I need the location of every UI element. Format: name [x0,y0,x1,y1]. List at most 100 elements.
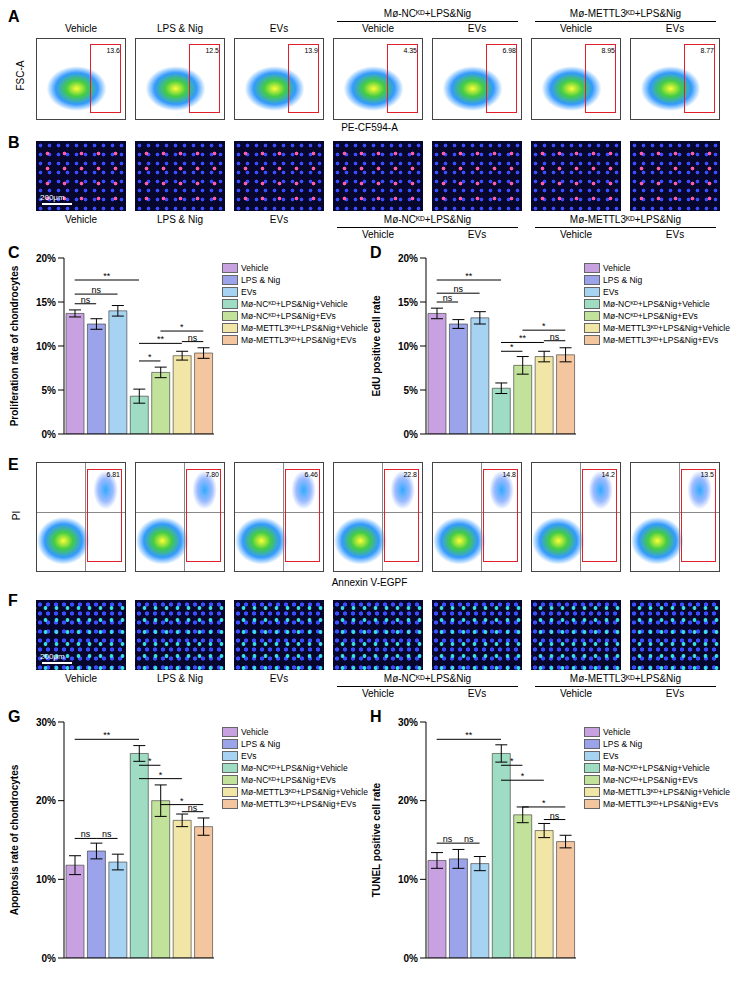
html-text:Annexin V-EGPF: Annexin V-EGPF [331,577,408,588]
svg-text:ns: ns [443,293,453,303]
html-text:Mø-METTL3ᴷᴰ+LPS&Nig+EVs: Mø-METTL3ᴷᴰ+LPS&Nig+EVs [241,335,357,345]
html-text:Vehicle: Vehicle [361,688,395,699]
html-text:EVs: EVs [665,23,685,34]
html-text:Mø-NCᴷᴰ+LPS&Nig+Vehicle: Mø-NCᴷᴰ+LPS&Nig+Vehicle [603,299,710,309]
svg-text:*: * [180,322,184,332]
html-text:Vehicle: Vehicle [64,673,98,684]
svg-text:0%: 0% [42,953,57,964]
svg-text:0%: 0% [404,429,419,440]
svg-text:ns: ns [188,803,198,813]
html-text:LPS & Nig: LPS & Nig [603,275,643,285]
html-text:Vehicle: Vehicle [361,23,395,34]
svg-text:15%: 15% [36,297,56,308]
html-text:EVs: EVs [269,673,289,684]
svg-text:*: * [521,771,525,781]
svg-text:10%: 10% [36,341,56,352]
svg-text:**: ** [465,730,473,740]
svg-text:ns: ns [81,295,91,305]
svg-text:0%: 0% [42,429,57,440]
html-text:Vehicle: Vehicle [64,214,98,225]
html-text:Vehicle: Vehicle [64,23,98,34]
svg-text:20%: 20% [398,795,418,806]
html-text:A: A [8,8,20,25]
svg-text:10%: 10% [398,874,418,885]
html-text:LPS & Nig: LPS & Nig [156,673,204,684]
html-text:Mø-NCᴷᴰ+LPS&Nig: Mø-NCᴷᴰ+LPS&Nig [383,673,472,684]
svg-text:**: ** [103,730,111,740]
html-text:FSC-A: FSC-A [14,60,26,91]
html-text:Vehicle: Vehicle [559,229,593,240]
html-text:LPS & Nig: LPS & Nig [156,23,204,34]
html-text:Vehicle: Vehicle [603,263,631,273]
svg-text:*: * [180,796,184,806]
html-text:PI: PI [11,510,23,521]
svg-text:*: * [542,321,546,331]
svg-text:ns: ns [188,333,198,343]
html-text:D: D [370,244,382,261]
html-text:LPS & Nig: LPS & Nig [241,275,281,285]
html-text:Mø-METTL3ᴷᴰ+LPS&Nig: Mø-METTL3ᴷᴰ+LPS&Nig [569,673,682,684]
svg-text:**: ** [465,271,473,281]
svg-text:30%: 30% [398,717,418,728]
html-text:EVs: EVs [467,229,487,240]
svg-text:ns: ns [91,285,101,295]
svg-text:30%: 30% [36,717,56,728]
svg-text:ns: ns [102,829,112,839]
html-text:H: H [370,708,382,725]
svg-text:20%: 20% [398,253,418,264]
html-text:EVs: EVs [241,287,257,297]
html-text:EVs: EVs [665,688,685,699]
html-text:Vehicle: Vehicle [559,688,593,699]
svg-text:**: ** [103,271,111,281]
svg-text:10%: 10% [398,341,418,352]
html-text:Mø-METTL3ᴷᴰ+LPS&Nig: Mø-METTL3ᴷᴰ+LPS&Nig [569,8,682,19]
svg-text:*: * [510,342,514,352]
html-text:EVs: EVs [467,23,487,34]
svg-text:5%: 5% [42,385,57,396]
svg-text:EdU positive cell rate: EdU positive cell rate [371,295,382,397]
svg-text:*: * [148,756,152,766]
svg-text:15%: 15% [398,297,418,308]
html-text:G: G [8,708,21,725]
html-text:LPS & Nig: LPS & Nig [156,214,204,225]
html-text:Mø-NCᴷᴰ+LPS&Nig: Mø-NCᴷᴰ+LPS&Nig [383,214,472,225]
svg-text:ns: ns [550,811,560,821]
html-text:Mø-NCᴷᴰ+LPS&Nig: Mø-NCᴷᴰ+LPS&Nig [383,8,472,19]
svg-text:**: ** [519,333,527,343]
html-text:Mø-NCᴷᴰ+LPS&Nig+EVs: Mø-NCᴷᴰ+LPS&Nig+EVs [603,311,698,321]
svg-text:TUNEL positive cell rate: TUNEL positive cell rate [371,782,382,897]
html-text:Mø-METTL3ᴷᴰ+LPS&Nig: Mø-METTL3ᴷᴰ+LPS&Nig [569,214,682,225]
html-text:EVs: EVs [665,229,685,240]
html-text:Vehicle: Vehicle [241,263,269,273]
svg-text:10%: 10% [36,874,56,885]
svg-text:20%: 20% [36,253,56,264]
svg-text:ns: ns [443,834,453,844]
html-text:E: E [8,456,19,473]
svg-text:ns: ns [453,284,463,294]
html-text:Vehicle: Vehicle [559,23,593,34]
html-text:Vehicle: Vehicle [361,229,395,240]
svg-text:5%: 5% [404,385,419,396]
svg-text:ns: ns [81,829,91,839]
html-text:EVs: EVs [269,23,289,34]
svg-text:*: * [542,798,546,808]
html-text:EVs: EVs [603,287,619,297]
svg-text:20%: 20% [36,795,56,806]
svg-text:Proliferation rate of chondroc: Proliferation rate of chondrocytes [9,265,20,426]
svg-text:Apoptosis rate of chondrocytes: Apoptosis rate of chondrocytes [9,764,20,915]
svg-text:*: * [148,352,152,362]
html-text:C: C [8,244,20,261]
svg-text:**: ** [157,334,165,344]
html-text:EVs: EVs [269,214,289,225]
svg-text:*: * [510,756,514,766]
svg-text:0%: 0% [404,953,419,964]
svg-text:ns: ns [550,332,560,342]
svg-text:*: * [159,770,163,780]
html-text:Mø-NCᴷᴰ+LPS&Nig+Vehicle: Mø-NCᴷᴰ+LPS&Nig+Vehicle [241,299,348,309]
html-text:PE-CF594-A: PE-CF594-A [341,122,398,133]
html-text:Mø-METTL3ᴷᴰ+LPS&Nig+Vehicle: Mø-METTL3ᴷᴰ+LPS&Nig+Vehicle [241,323,368,333]
html-text:Mø-NCᴷᴰ+LPS&Nig+EVs: Mø-NCᴷᴰ+LPS&Nig+EVs [241,311,336,321]
html-text:EVs: EVs [467,688,487,699]
html-text:B: B [8,134,20,151]
svg-text:ns: ns [464,834,474,844]
